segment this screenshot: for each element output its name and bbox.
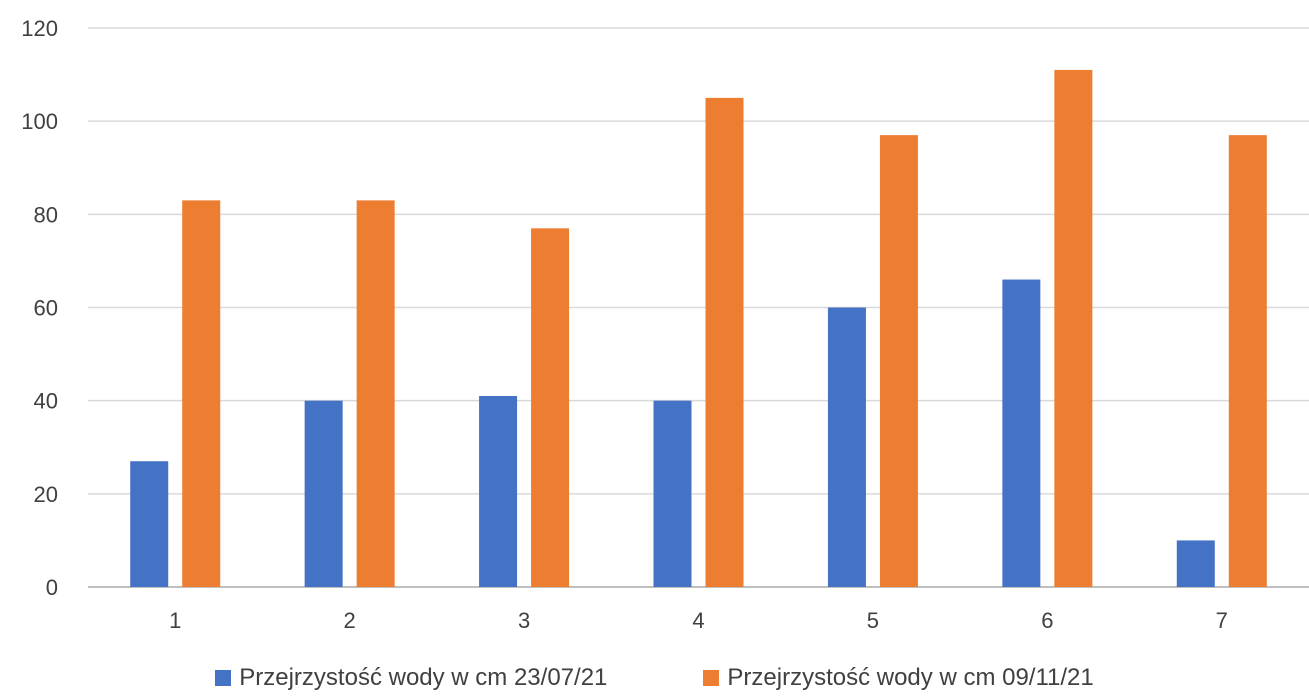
x-tick-label: 7: [1216, 608, 1228, 633]
x-tick-label: 2: [344, 608, 356, 633]
bar-chart-plot: 0 20 40 60 80 100 120 1 2 3 4 5 6 7: [21, 16, 1309, 633]
legend-swatch-series-1: [215, 670, 232, 686]
bars: [130, 69, 1267, 588]
bar-series-2-category-7: [1228, 135, 1267, 587]
bar-series-2-category-2: [356, 200, 395, 587]
x-axis-ticks: 1 2 3 4 5 6 7: [169, 608, 1228, 633]
bar-series-2-category-6: [1054, 69, 1093, 588]
x-tick-label: 4: [692, 608, 704, 633]
y-tick-label: 60: [34, 296, 58, 321]
y-axis-ticks: 0 20 40 60 80 100 120: [21, 16, 58, 600]
legend-label-series-1: Przejrzystość wody w cm 23/07/21: [239, 664, 608, 691]
y-tick-label: 120: [21, 16, 58, 41]
legend-item-series-2: Przejrzystość wody w cm 09/11/21: [703, 664, 1094, 692]
x-tick-label: 5: [867, 608, 879, 633]
y-tick-label: 20: [34, 482, 58, 507]
y-tick-label: 80: [34, 202, 58, 227]
y-tick-label: 40: [34, 389, 58, 414]
bar-series-1-category-1: [130, 461, 169, 587]
legend: Przejrzystość wody w cm 23/07/21 Przejrz…: [0, 664, 1309, 692]
bar-series-1-category-2: [304, 400, 343, 587]
bar-series-2-category-1: [182, 200, 221, 587]
bar-series-2-category-4: [705, 97, 744, 587]
legend-swatch-series-2: [703, 670, 720, 686]
bar-series-2-category-3: [531, 228, 570, 587]
bar-series-1-category-5: [827, 307, 866, 587]
gridlines: [88, 27, 1309, 588]
x-tick-label: 6: [1041, 608, 1053, 633]
y-tick-label: 100: [21, 109, 58, 134]
legend-label-series-2: Przejrzystość wody w cm 09/11/21: [727, 664, 1094, 691]
bar-series-2-category-5: [879, 135, 918, 587]
x-tick-label: 3: [518, 608, 530, 633]
bar-series-1-category-6: [1002, 279, 1041, 587]
bar-series-1-category-3: [479, 396, 518, 587]
x-tick-label: 1: [169, 608, 181, 633]
bar-series-1-category-7: [1176, 540, 1215, 587]
legend-item-series-1: Przejrzystość wody w cm 23/07/21: [215, 664, 607, 692]
bar-series-1-category-4: [653, 400, 692, 587]
y-tick-label: 0: [46, 575, 58, 600]
